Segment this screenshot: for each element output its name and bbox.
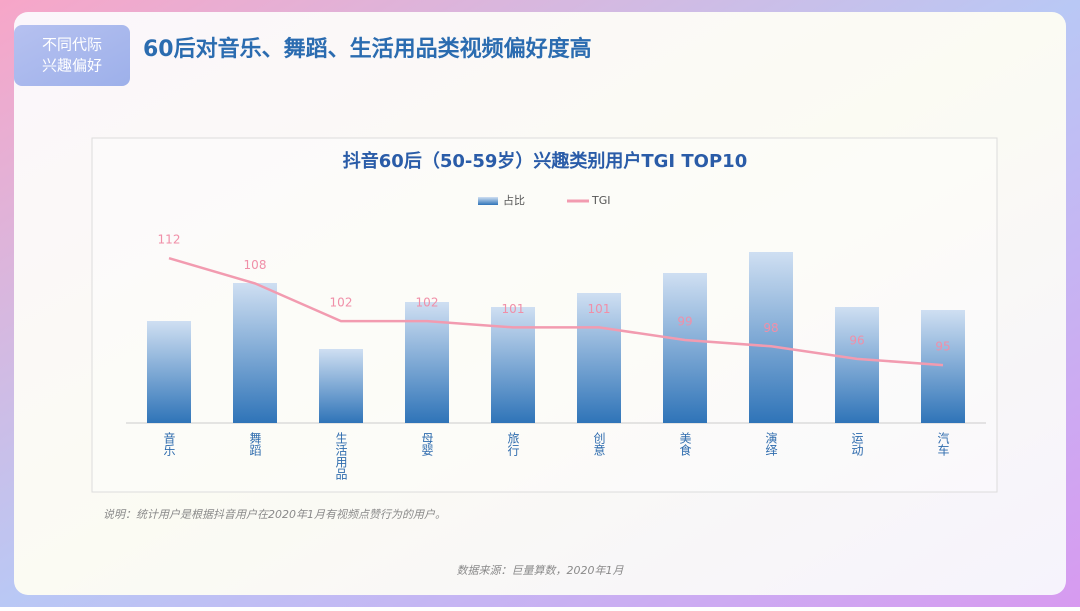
headline: 60后对音乐、舞蹈、生活用品类视频偏好度高	[143, 36, 592, 62]
x-tick-label: 音乐	[162, 431, 176, 456]
data-label: 102	[330, 296, 353, 310]
data-label: 112	[158, 233, 181, 247]
x-tick-label: 生活用品	[334, 432, 348, 480]
legend-label: TGI	[591, 194, 611, 207]
bar	[835, 307, 879, 423]
data-label: 99	[677, 314, 692, 328]
data-label: 102	[416, 296, 439, 310]
data-label: 95	[935, 340, 950, 354]
card	[14, 12, 1066, 595]
x-tick-label: 创意	[592, 432, 606, 456]
chart-title: 抖音60后（50-59岁）兴趣类别用户TGI TOP10	[343, 150, 747, 172]
note: 说明：统计用户是根据抖音用户在2020年1月有视频点赞行为的用户。	[103, 508, 446, 521]
line	[168, 257, 944, 367]
bar	[147, 321, 191, 423]
bar	[749, 252, 793, 423]
legend-label: 占比	[503, 193, 525, 207]
bar	[663, 273, 707, 423]
x-tick-label: 演绎	[764, 431, 778, 456]
legend-swatch	[478, 197, 498, 205]
x-tick-label: 美食	[678, 432, 692, 456]
data-label: 108	[244, 258, 267, 272]
x-tick-label: 旅行	[506, 432, 520, 456]
tag-text: 兴趣偏好	[42, 57, 102, 75]
x-tick-label: 母婴	[420, 432, 434, 457]
data-label: 98	[763, 321, 778, 335]
x-tick-label: 运动	[850, 432, 864, 456]
bar	[921, 310, 965, 423]
source: 数据来源：巨量算数，2020年1月	[457, 564, 625, 577]
tag-text: 不同代际	[42, 36, 102, 54]
data-label: 101	[588, 302, 611, 316]
bar	[233, 283, 277, 423]
bar	[491, 307, 535, 423]
bar	[319, 349, 363, 423]
data-label: 96	[849, 333, 864, 347]
x-tick-label: 舞蹈	[248, 432, 262, 456]
data-label: 101	[502, 302, 525, 316]
bar	[577, 293, 621, 423]
x-tick-label: 汽车	[936, 431, 950, 457]
tag-box	[14, 25, 130, 86]
